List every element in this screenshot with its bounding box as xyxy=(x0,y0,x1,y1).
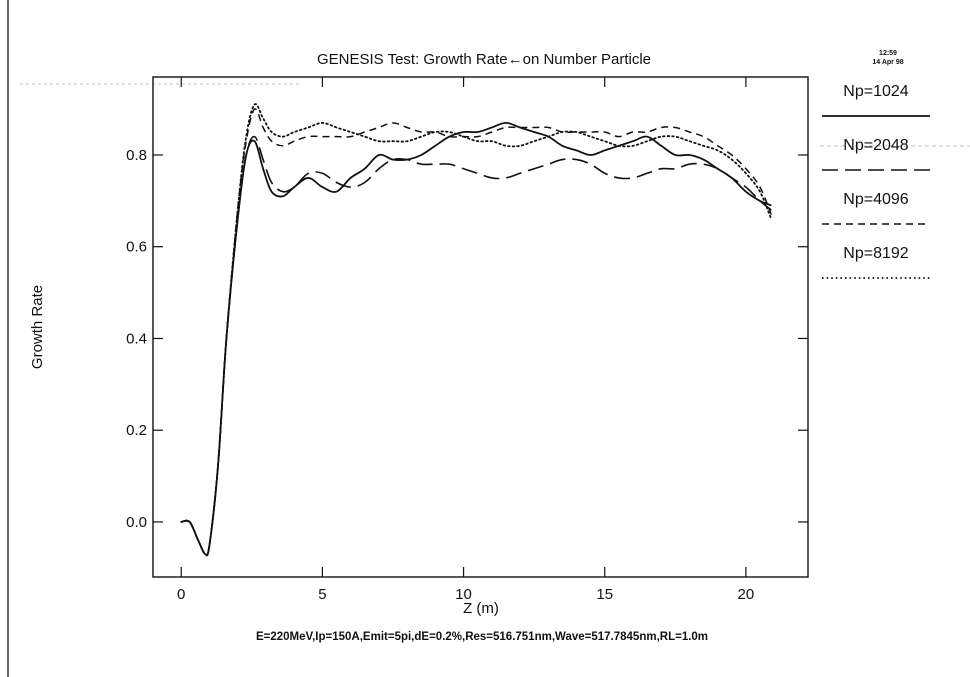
simulation-parameters: E=220MeV,Ip=150A,Emit=5pi,dE=0.2%,Res=51… xyxy=(256,631,708,643)
x-tick-label: 10 xyxy=(455,586,472,603)
x-tick-label: 20 xyxy=(738,586,755,603)
x-axis-label: Z (m) xyxy=(463,600,499,617)
series-line-np-8192 xyxy=(180,103,773,557)
legend-label: Np=4096 xyxy=(843,191,908,208)
legend-label: Np=1024 xyxy=(843,83,908,100)
plot-frame xyxy=(152,76,809,578)
x-tick-label: 5 xyxy=(318,586,326,603)
legend-label: Np=2048 xyxy=(843,137,908,154)
timestamp-time: 12:59 xyxy=(879,50,897,57)
x-tick-label: 15 xyxy=(596,586,613,603)
series-lines xyxy=(180,103,773,557)
series-line-np-4096 xyxy=(181,108,772,557)
y-tick-label: 0.4 xyxy=(126,330,147,347)
axis-ticks: 0 5 10 15 20 0.0 0.2 0.4 0.6 0.8 xyxy=(126,77,808,603)
x-tick-label: 0 xyxy=(177,586,185,603)
y-tick-label: 0.2 xyxy=(126,422,147,439)
y-tick-label: 0.8 xyxy=(126,147,147,164)
y-tick-label: 0.6 xyxy=(126,239,147,256)
timestamp-date: 14 Apr 98 xyxy=(872,59,903,66)
y-tick-label: 0.0 xyxy=(126,514,147,531)
y-axis-label: Growth Rate xyxy=(29,285,46,369)
series-line-np-1024 xyxy=(181,121,772,557)
legend: Np=1024 Np=2048 Np=4096 Np=8192 xyxy=(822,83,930,279)
legend-label: Np=8192 xyxy=(843,245,908,262)
series-line-np-2048 xyxy=(181,135,772,557)
chart-title: GENESIS Test: Growth Rate←on Number Part… xyxy=(317,51,651,68)
